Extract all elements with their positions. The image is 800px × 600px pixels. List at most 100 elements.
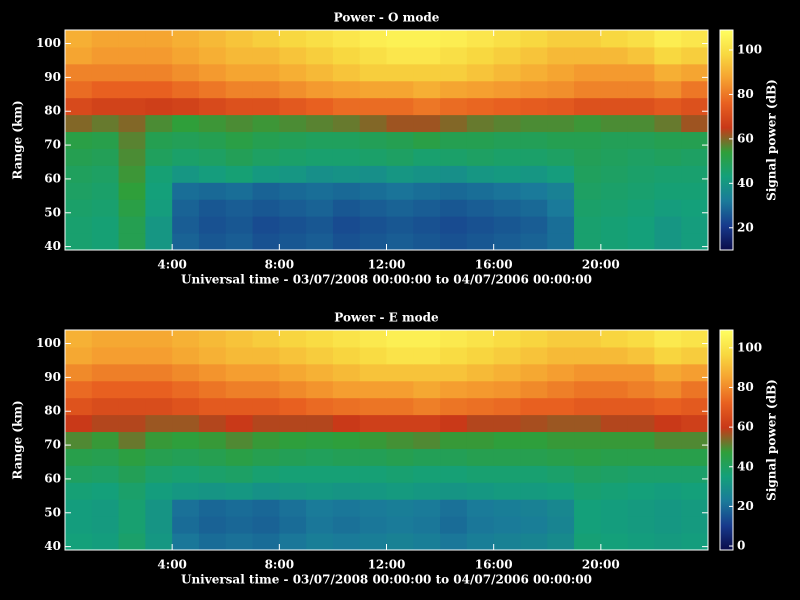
heat-cell — [118, 114, 146, 133]
heat-cell — [145, 397, 173, 416]
heat-cell — [574, 148, 602, 166]
heat-cell — [225, 80, 254, 99]
heat-cell — [413, 63, 441, 82]
heat-cell — [359, 330, 387, 348]
heat-cell — [547, 363, 575, 382]
heat-cell — [520, 199, 548, 217]
heat-cell — [65, 46, 93, 65]
heat-cell — [627, 148, 655, 166]
heat-cell — [386, 533, 414, 551]
heat-cell — [145, 131, 173, 149]
heat-cell — [520, 233, 548, 251]
x-tick-label: 8:00 — [265, 558, 294, 572]
heat-cell — [332, 114, 361, 133]
heat-cell — [332, 482, 361, 500]
heat-cell — [654, 114, 682, 133]
heat-cell — [681, 233, 709, 251]
heat-cell — [413, 397, 441, 416]
heat-cell — [65, 482, 93, 500]
heat-cell — [386, 114, 414, 133]
heat-cell — [440, 363, 468, 382]
heat-cell — [145, 216, 173, 234]
heat-cell — [440, 516, 468, 534]
heat-cell — [91, 63, 120, 82]
heat-cell — [118, 97, 146, 116]
heat-cell — [359, 482, 387, 500]
heat-cell — [332, 80, 361, 99]
heat-cell — [359, 380, 387, 399]
heat-cell — [332, 448, 361, 466]
heat-cell — [386, 397, 414, 416]
heat-cell — [520, 131, 548, 149]
heat-cell — [466, 499, 495, 517]
heat-cell — [65, 148, 93, 166]
heat-cell — [306, 97, 334, 116]
heat-cell — [118, 165, 146, 183]
heat-cell — [172, 131, 200, 149]
heat-cell — [627, 533, 655, 551]
heat-cell — [600, 80, 629, 99]
heat-cell — [306, 131, 334, 149]
heat-cell — [359, 165, 387, 183]
heat-cell — [225, 216, 254, 234]
heat-cell — [386, 499, 414, 517]
colorbar-tick-label: 60 — [737, 131, 754, 145]
heat-cell — [386, 80, 414, 99]
heat-cell — [332, 131, 361, 149]
heat-cell — [359, 233, 387, 251]
heat-cell — [118, 182, 146, 200]
heat-cell — [172, 414, 200, 433]
heat-cell — [413, 148, 441, 166]
heat-cell — [627, 499, 655, 517]
heat-cell — [118, 199, 146, 217]
heat-cell — [627, 80, 655, 99]
heat-cell — [520, 380, 548, 399]
x-tick-label: 8:00 — [265, 258, 294, 272]
heat-cell — [65, 330, 93, 348]
heat-cell — [574, 397, 602, 416]
heat-cell — [681, 380, 709, 399]
heat-cell — [198, 533, 227, 551]
heat-cell — [198, 465, 227, 483]
heat-cell — [172, 448, 200, 466]
heat-cell — [627, 30, 655, 48]
heat-cell — [279, 448, 307, 466]
heat-cell — [306, 30, 334, 48]
heat-cell — [225, 165, 254, 183]
heat-cell — [306, 330, 334, 348]
heat-cell — [547, 30, 575, 48]
colorbar — [719, 329, 734, 551]
heat-cell — [386, 330, 414, 348]
heat-cell — [198, 46, 227, 65]
y-tick-label: 100 — [36, 36, 61, 50]
heat-cell — [681, 346, 709, 365]
heat-cell — [65, 216, 93, 234]
heat-cell — [145, 233, 173, 251]
heat-cell — [574, 516, 602, 534]
heat-cell — [547, 516, 575, 534]
y-tick-label: 90 — [44, 70, 61, 84]
heat-cell — [145, 114, 173, 133]
heat-cell — [332, 148, 361, 166]
heat-cell — [654, 330, 682, 348]
heat-cell — [574, 131, 602, 149]
heat-cell — [252, 363, 280, 382]
heat-cell — [145, 465, 173, 483]
heat-cell — [359, 148, 387, 166]
heat-cell — [65, 516, 93, 534]
heat-cell — [332, 397, 361, 416]
heat-cell — [600, 533, 629, 551]
heat-cell — [520, 397, 548, 416]
heat-cell — [466, 380, 495, 399]
heat-cell — [91, 346, 120, 365]
heat-cell — [225, 516, 254, 534]
heat-cell — [145, 63, 173, 82]
heat-cell — [386, 448, 414, 466]
heat-cell — [413, 516, 441, 534]
heat-cell — [547, 46, 575, 65]
heat-cell — [91, 80, 120, 99]
heat-cell — [118, 516, 146, 534]
heat-cell — [681, 97, 709, 116]
heat-cell — [198, 114, 227, 133]
heat-cell — [413, 46, 441, 65]
